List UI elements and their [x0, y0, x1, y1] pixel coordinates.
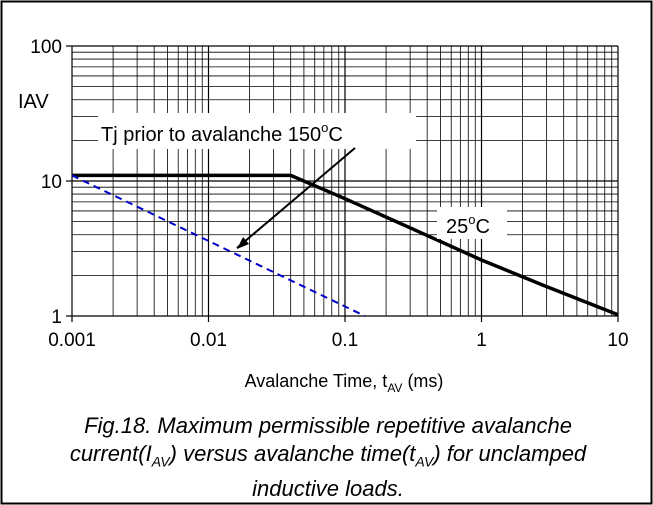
series-layer	[71, 173, 619, 317]
tj-label-box	[98, 113, 416, 149]
t25-label-box	[437, 207, 507, 239]
x-tick-label: 0.01	[190, 330, 227, 351]
tj-label: Tj prior to avalanche 150oC	[101, 120, 343, 146]
series-line-150c	[71, 174, 366, 317]
tick-labels: 0.001 0.01 0.1 1 10 1 10 100	[30, 37, 628, 351]
x-tick-label: 0.001	[48, 330, 96, 351]
caption-line-2: current(IAV) versus avalanche time(tAV) …	[69, 441, 587, 470]
x-tick-label: 1	[476, 330, 487, 351]
tj-arrowhead	[237, 237, 249, 249]
y-tick-label: 10	[41, 172, 62, 193]
y-tick-label: 100	[30, 37, 62, 58]
x-tick-label: 0.1	[332, 330, 358, 351]
tj-arrow-line	[236, 147, 356, 249]
grid	[66, 45, 619, 322]
t25-label: 25oC	[446, 212, 490, 238]
figure-caption: Fig.18. Maximum permissible repetitive a…	[12, 412, 644, 503]
x-axis-label: Avalanche Time, tAV (ms)	[245, 371, 444, 395]
x-tick-label: 10	[607, 330, 628, 351]
caption-line-3: inductive loads.	[252, 476, 404, 502]
y-axis-label: IAV	[18, 91, 49, 113]
series-line-25c	[72, 173, 619, 317]
caption-line-1: Fig.18. Maximum permissible repetitive a…	[84, 413, 572, 438]
y-tick-label: 1	[51, 307, 62, 328]
